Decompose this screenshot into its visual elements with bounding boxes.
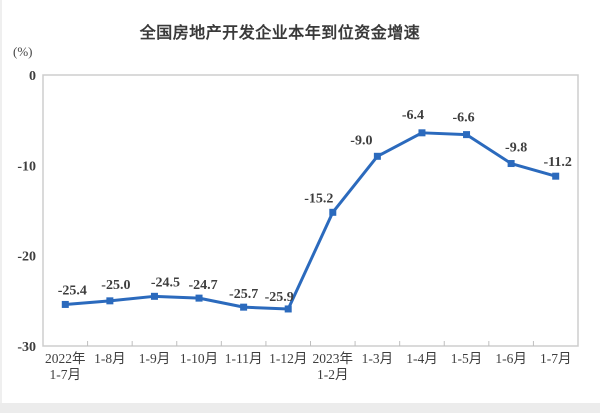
x-tick-label: 1-10月 xyxy=(180,351,218,366)
data-point-label: -24.5 xyxy=(151,275,180,290)
x-tick-label: 1-12月 xyxy=(269,351,307,366)
x-tick-label: 1-3月 xyxy=(362,351,394,366)
data-point-label: -11.2 xyxy=(544,155,572,170)
data-point-marker xyxy=(106,297,114,305)
y-axis-unit-label: (%) xyxy=(13,44,33,59)
data-point-label: -24.7 xyxy=(188,278,217,293)
data-point-marker xyxy=(507,160,515,168)
data-point-label: -25.0 xyxy=(101,278,130,293)
data-point-marker xyxy=(329,208,337,216)
data-point-marker xyxy=(284,305,292,313)
data-point-label: -25.7 xyxy=(229,287,258,302)
x-tick-label: 1-11月 xyxy=(225,351,263,366)
chart-title: 全国房地产开发企业本年到位资金增速 xyxy=(139,25,421,42)
x-tick-label: 2022年 1-7月 xyxy=(45,351,86,382)
x-tick-label: 1-5月 xyxy=(451,351,483,366)
x-tick-label: 1-6月 xyxy=(495,351,527,366)
data-point-marker xyxy=(463,131,471,139)
y-tick-label: -30 xyxy=(17,340,36,355)
page-edge-left xyxy=(0,0,2,413)
data-point-marker xyxy=(61,300,69,308)
data-point-label: -25.4 xyxy=(58,283,87,298)
y-tick-label: 0 xyxy=(29,69,36,84)
x-tick-label: 1-7月 xyxy=(540,351,572,366)
data-point-label: -6.4 xyxy=(402,108,424,123)
x-tick-label: 1-4月 xyxy=(406,351,438,366)
plot-border xyxy=(42,74,579,347)
data-point-marker xyxy=(373,152,381,160)
data-point-marker xyxy=(195,294,203,302)
page-bottom-strip xyxy=(0,403,600,413)
data-point-label: -6.6 xyxy=(452,111,474,126)
trend-line xyxy=(63,131,558,311)
y-tick-label: -10 xyxy=(17,159,36,174)
data-point-label: -25.9 xyxy=(265,290,294,305)
y-tick-label: -20 xyxy=(17,250,36,265)
x-tick-label: 1-9月 xyxy=(139,351,171,366)
x-tick-label: 2023年 1-2月 xyxy=(313,351,354,382)
data-point-marker xyxy=(418,129,426,137)
data-point-label: -15.2 xyxy=(304,191,333,206)
x-tick-label: 1-8月 xyxy=(94,351,126,366)
data-point-marker xyxy=(150,292,158,300)
data-point-marker xyxy=(552,172,560,180)
data-point-label: -9.8 xyxy=(505,141,527,156)
data-point-marker xyxy=(240,303,248,311)
data-point-label: -9.0 xyxy=(350,133,372,148)
